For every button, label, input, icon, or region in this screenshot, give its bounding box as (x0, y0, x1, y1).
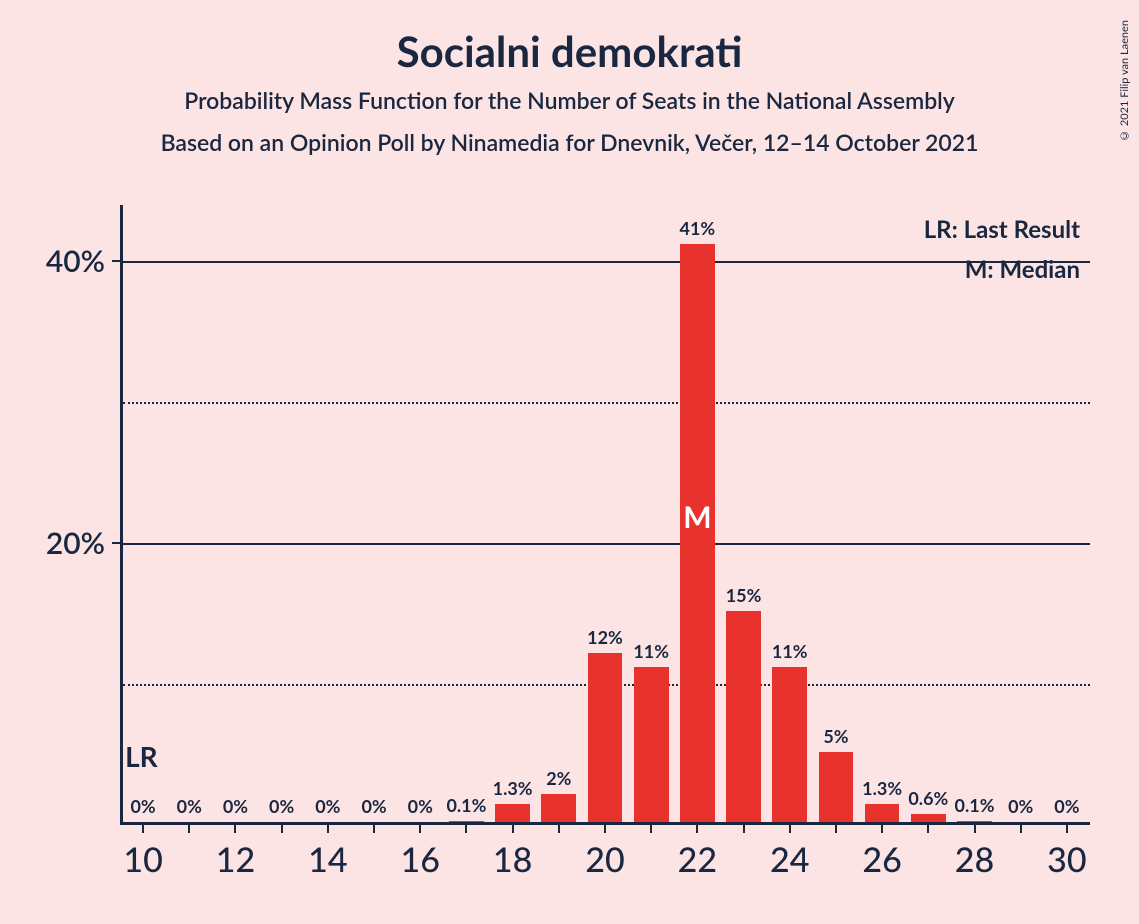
x-tick (881, 825, 883, 833)
x-tick-label: 12 (216, 839, 255, 880)
x-tick-label: 26 (862, 839, 901, 880)
x-tick (696, 825, 698, 833)
gridline-major (123, 261, 1090, 263)
bar (819, 752, 854, 822)
bar-value-label: 0% (223, 795, 248, 817)
x-tick (281, 825, 283, 833)
bar-value-label: 0.1% (955, 794, 995, 816)
legend-m: M: Median (965, 255, 1080, 284)
bar (911, 814, 946, 822)
bar-value-label: 0% (1054, 795, 1079, 817)
x-tick (327, 825, 329, 833)
x-tick (419, 825, 421, 833)
chart-subtitle-2: Based on an Opinion Poll by Ninamedia fo… (0, 128, 1139, 156)
bar-value-label: 15% (726, 584, 762, 606)
bar (449, 821, 484, 822)
x-tick (743, 825, 745, 833)
bar-value-label: 12% (587, 626, 623, 648)
bar-value-label: 0% (1008, 795, 1033, 817)
x-tick (650, 825, 652, 833)
bar-value-label: 0% (361, 795, 386, 817)
bar (865, 804, 900, 822)
x-tick (512, 825, 514, 833)
chart-plot-area: LR: Last Result M: Median 20%40% 1012141… (120, 205, 1090, 825)
bar-value-label: 5% (823, 725, 848, 747)
bar-value-label: 11% (633, 640, 669, 662)
x-tick (234, 825, 236, 833)
x-tick (142, 825, 144, 833)
x-tick (558, 825, 560, 833)
bar-value-label: 0% (177, 795, 202, 817)
x-tick (1020, 825, 1022, 833)
x-tick (373, 825, 375, 833)
x-tick (789, 825, 791, 833)
x-tick (927, 825, 929, 833)
x-tick-label: 24 (770, 839, 809, 880)
copyright-text: © 2021 Filip van Laenen (1118, 20, 1131, 142)
y-axis (120, 205, 123, 825)
x-tick (835, 825, 837, 833)
x-tick (465, 825, 467, 833)
gridline-major (123, 543, 1090, 545)
y-tick (112, 542, 120, 544)
x-tick (604, 825, 606, 833)
bar (495, 804, 530, 822)
bar-value-label: 11% (772, 640, 808, 662)
bar (957, 821, 992, 822)
bar-value-label: 1.3% (862, 777, 902, 799)
x-tick-label: 10 (123, 839, 162, 880)
bar (634, 667, 669, 822)
bar (541, 794, 576, 822)
bar-value-label: 0.1% (446, 794, 486, 816)
x-tick-label: 18 (493, 839, 532, 880)
x-tick-label: 14 (308, 839, 347, 880)
bar-value-label: 0% (315, 795, 340, 817)
bar-value-label: 0% (130, 795, 155, 817)
x-tick-label: 20 (585, 839, 624, 880)
x-tick (188, 825, 190, 833)
x-tick-label: 16 (401, 839, 440, 880)
y-tick-label: 20% (25, 525, 105, 561)
x-tick (974, 825, 976, 833)
bar (772, 667, 807, 822)
bar (726, 611, 761, 822)
chart-title: Socialni demokrati (0, 0, 1139, 76)
x-tick-label: 28 (955, 839, 994, 880)
legend-lr: LR: Last Result (924, 215, 1080, 244)
x-tick (1066, 825, 1068, 833)
bar-value-label: 1.3% (493, 777, 533, 799)
lr-marker: LR (125, 739, 158, 773)
chart-subtitle-1: Probability Mass Function for the Number… (0, 86, 1139, 114)
y-tick (112, 260, 120, 262)
bar-value-label: 0% (408, 795, 433, 817)
bar-value-label: 0.6% (908, 787, 948, 809)
x-tick-label: 22 (678, 839, 717, 880)
bar (588, 653, 623, 822)
gridline-minor (123, 402, 1090, 404)
bar-value-label: 41% (680, 217, 716, 239)
bar-value-label: 0% (269, 795, 294, 817)
y-tick-label: 40% (25, 243, 105, 279)
x-tick-label: 30 (1047, 839, 1086, 880)
median-marker: M (683, 499, 711, 535)
bar-value-label: 2% (546, 767, 571, 789)
